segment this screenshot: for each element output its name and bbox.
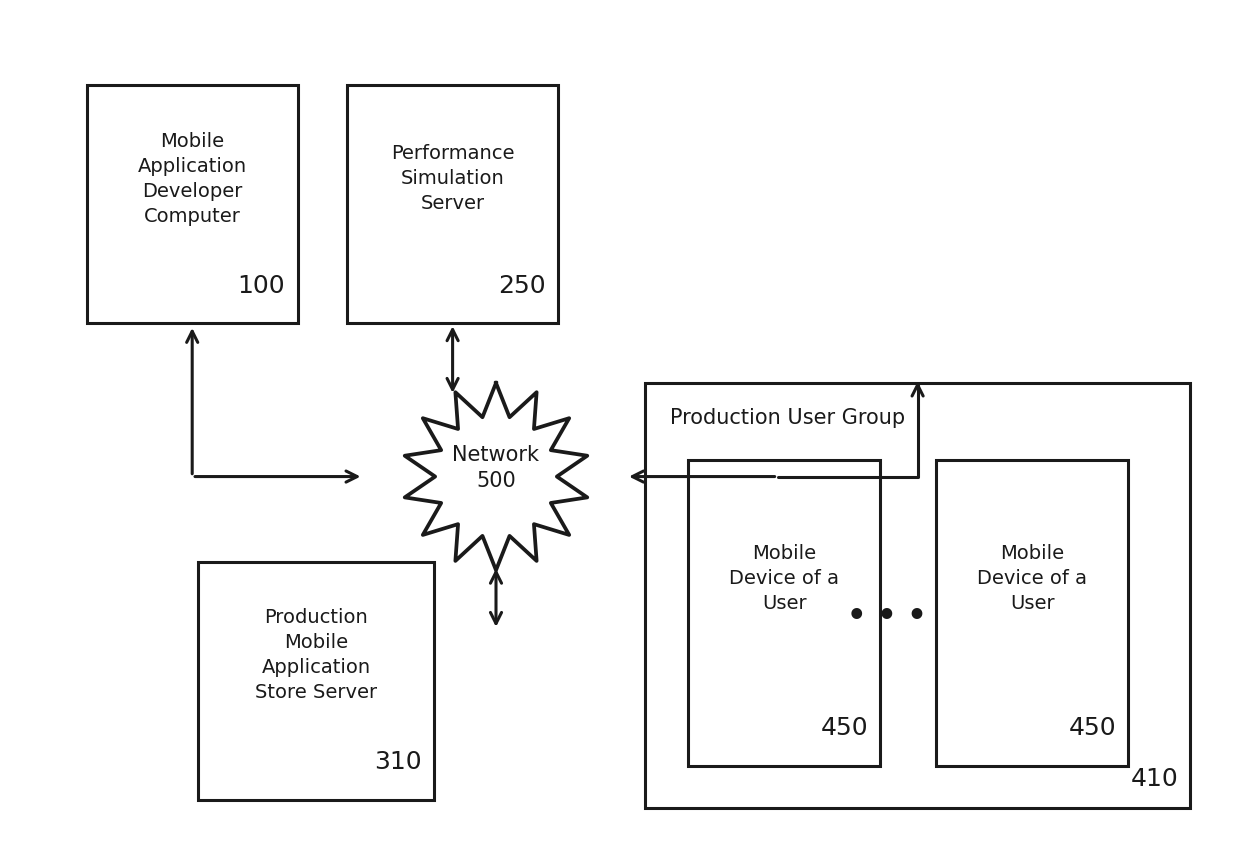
Text: Production User Group: Production User Group	[670, 408, 905, 429]
Text: 410: 410	[1130, 768, 1178, 791]
Text: Mobile
Device of a
User: Mobile Device of a User	[977, 544, 1087, 614]
Text: 250: 250	[498, 274, 546, 298]
Text: • • •: • • •	[847, 603, 926, 631]
Text: 450: 450	[1069, 717, 1116, 740]
Text: Network
500: Network 500	[453, 445, 539, 491]
Text: 450: 450	[821, 717, 868, 740]
Text: Mobile
Application
Developer
Computer: Mobile Application Developer Computer	[138, 132, 247, 226]
FancyBboxPatch shape	[645, 383, 1190, 808]
Text: Production
Mobile
Application
Store Server: Production Mobile Application Store Serv…	[255, 608, 377, 702]
FancyBboxPatch shape	[688, 460, 880, 766]
Text: Mobile
Device of a
User: Mobile Device of a User	[729, 544, 839, 614]
FancyBboxPatch shape	[198, 562, 434, 800]
FancyBboxPatch shape	[87, 85, 298, 323]
FancyBboxPatch shape	[936, 460, 1128, 766]
Text: 310: 310	[374, 751, 422, 774]
Text: Performance
Simulation
Server: Performance Simulation Server	[391, 144, 515, 214]
Polygon shape	[404, 383, 588, 570]
FancyBboxPatch shape	[347, 85, 558, 323]
Text: 100: 100	[238, 274, 285, 298]
